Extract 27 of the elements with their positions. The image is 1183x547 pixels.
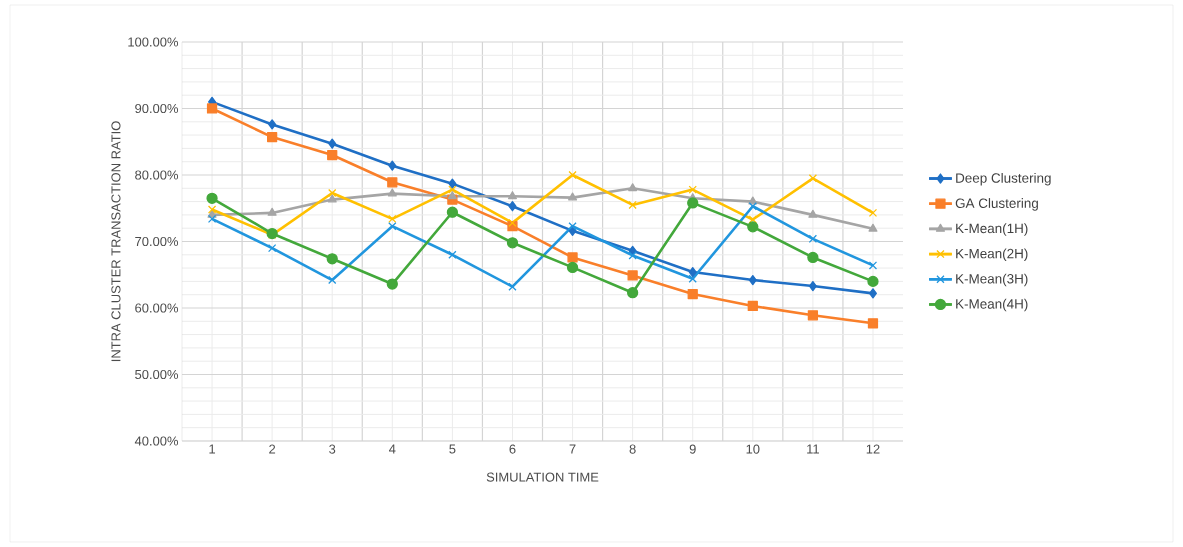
legend-label: GA Clustering bbox=[955, 198, 1038, 211]
x-tick-label: 12 bbox=[866, 444, 880, 454]
legend-label: K-Mean(4H) bbox=[956, 298, 1028, 312]
y-tick-label: 100.00% bbox=[128, 37, 179, 47]
y-tick-label: 60.00% bbox=[135, 303, 179, 313]
x-axis-title: SIMULATION TIME bbox=[486, 472, 599, 482]
x-tick-label: 4 bbox=[389, 444, 396, 454]
y-tick-label: 90.00% bbox=[135, 103, 179, 114]
x-tick-label: 3 bbox=[329, 444, 336, 454]
y-tick-label: 40.00% bbox=[134, 436, 179, 446]
legend-label: K-Mean(2H) bbox=[956, 248, 1028, 261]
x-tick-label: 10 bbox=[746, 444, 760, 454]
legend-label: K-Mean(1H) bbox=[956, 223, 1028, 236]
x-tick-label: 1 bbox=[209, 444, 216, 454]
x-tick-label: 8 bbox=[629, 444, 636, 454]
x-tick-label: 5 bbox=[449, 444, 456, 454]
y-tick-label: 70.00% bbox=[135, 236, 179, 247]
y-axis-title: INTRA CLUSTER TRANSACTION RATIO bbox=[111, 121, 121, 362]
x-tick-label: 9 bbox=[689, 444, 696, 454]
legend-label: K-Mean(3H) bbox=[956, 273, 1028, 287]
x-tick-label: 6 bbox=[509, 444, 516, 454]
y-tick-label: 50.00% bbox=[135, 369, 179, 380]
x-tick-label: 11 bbox=[807, 444, 819, 454]
x-tick-label: 7 bbox=[569, 444, 576, 454]
x-tick-label: 2 bbox=[269, 444, 276, 454]
y-tick-label: 80.00% bbox=[135, 170, 179, 180]
legend-label: Deep Clustering bbox=[956, 172, 1051, 186]
